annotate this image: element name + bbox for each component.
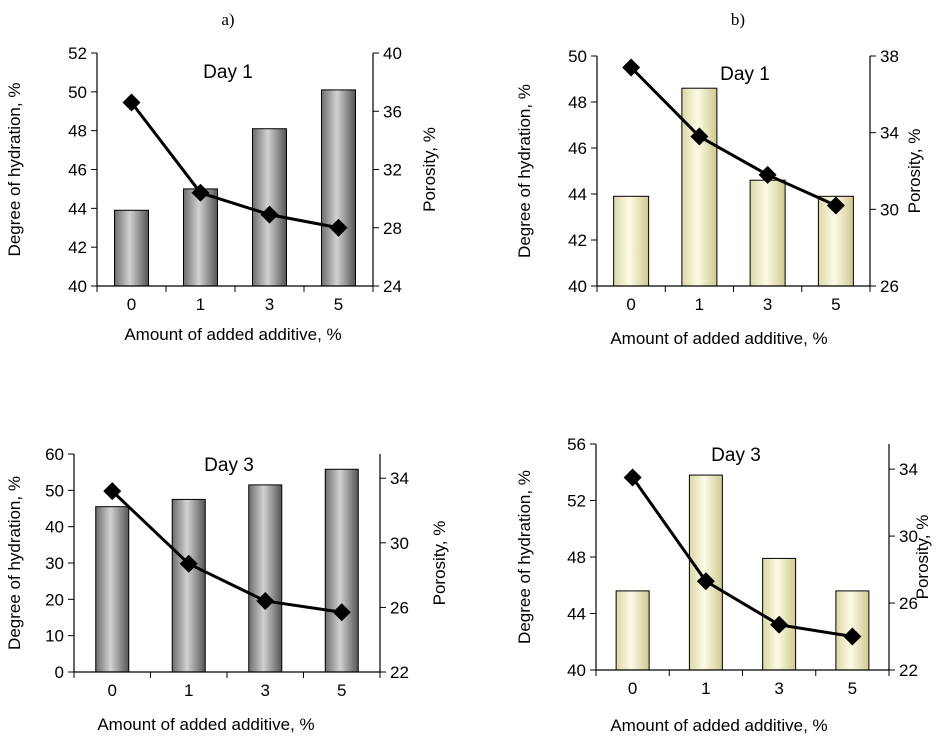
y2-tick-label: 22 xyxy=(390,663,409,682)
porosity-line xyxy=(633,477,853,636)
x-axis-label: Amount of added additive, % xyxy=(97,715,314,734)
bar xyxy=(682,88,717,286)
x-tick-label: 0 xyxy=(127,295,136,314)
y2-axis-label: Porosity, % xyxy=(905,129,924,214)
y-tick-label: 46 xyxy=(568,139,587,158)
bar xyxy=(750,180,785,286)
y-axis-label: Degree of hydration, % xyxy=(515,84,534,258)
x-axis-label: Amount of added additive, % xyxy=(610,329,827,348)
y2-axis-label: Porosity, % xyxy=(420,127,439,212)
x-tick-label: 1 xyxy=(701,679,710,698)
y-tick-label: 46 xyxy=(68,161,87,180)
y-tick-label: 42 xyxy=(68,238,87,257)
chart-title: Day 1 xyxy=(720,64,770,85)
x-tick-label: 0 xyxy=(628,679,637,698)
x-tick-label: 3 xyxy=(265,295,274,314)
chart-panel: 0 10 20 30 40 50 60 22 26 30 34 0 1 3 5 Day 3 Amount of … xyxy=(5,445,449,734)
bar xyxy=(325,469,358,672)
bar xyxy=(322,90,356,286)
bar xyxy=(184,189,218,286)
y-tick-label: 30 xyxy=(45,554,64,573)
y2-axis-label: Porosity, % xyxy=(913,515,932,600)
x-axis-label: Amount of added additive, % xyxy=(610,716,827,735)
porosity-line xyxy=(631,68,836,206)
x-tick-label: 3 xyxy=(774,679,783,698)
porosity-line xyxy=(132,103,339,228)
y-tick-label: 50 xyxy=(568,47,587,66)
bar xyxy=(115,210,149,286)
chart-title: Day 3 xyxy=(711,445,761,466)
y-tick-label: 52 xyxy=(68,44,87,63)
y2-tick-label: 30 xyxy=(390,534,409,553)
y2-tick-label: 34 xyxy=(880,124,899,143)
x-tick-label: 5 xyxy=(848,679,857,698)
y-tick-label: 50 xyxy=(45,481,64,500)
y-tick-label: 40 xyxy=(45,518,64,537)
chart-panel: 40 42 44 46 48 50 26 30 34 38 0 1 3 5 Day 1 Amount of a… xyxy=(515,47,924,348)
porosity-marker xyxy=(624,468,642,486)
y2-tick-label: 26 xyxy=(880,277,899,296)
chart-panel: 40 42 44 46 48 50 52 24 28 32 36 40 0 1 3 5 Day 1 Amount … xyxy=(5,44,439,344)
y-tick-label: 44 xyxy=(568,185,587,204)
y-tick-label: 42 xyxy=(568,231,587,250)
x-tick-label: 1 xyxy=(695,295,704,314)
x-tick-label: 5 xyxy=(337,681,346,700)
x-axis-label: Amount of added additive, % xyxy=(124,325,341,344)
x-tick-label: 1 xyxy=(196,295,205,314)
y-tick-label: 40 xyxy=(68,277,87,296)
y-tick-label: 44 xyxy=(68,199,87,218)
y-axis-label: Degree of hydration, % xyxy=(515,470,534,644)
panel-label-b: b) xyxy=(731,10,745,29)
y-tick-label: 0 xyxy=(55,663,64,682)
y2-tick-label: 34 xyxy=(390,469,409,488)
y2-tick-label: 30 xyxy=(880,200,899,219)
y2-tick-label: 28 xyxy=(383,219,402,238)
y2-tick-label: 40 xyxy=(383,44,402,63)
panel-label-a: a) xyxy=(221,10,234,29)
y2-tick-label: 26 xyxy=(390,598,409,617)
y-axis-label: Degree of hydration, % xyxy=(5,83,24,257)
y-tick-label: 52 xyxy=(567,492,586,511)
y-tick-label: 40 xyxy=(568,277,587,296)
y2-tick-label: 34 xyxy=(899,460,918,479)
y2-tick-label: 24 xyxy=(383,277,402,296)
y-tick-label: 56 xyxy=(567,435,586,454)
y-tick-label: 48 xyxy=(568,93,587,112)
bar xyxy=(763,558,796,670)
y-tick-label: 60 xyxy=(45,445,64,464)
y-tick-label: 10 xyxy=(45,627,64,646)
y2-tick-label: 22 xyxy=(899,661,918,680)
y-axis-label: Degree of hydration, % xyxy=(5,476,24,650)
x-tick-label: 5 xyxy=(334,295,343,314)
x-tick-label: 0 xyxy=(626,295,635,314)
y2-tick-label: 32 xyxy=(383,161,402,180)
y-tick-label: 44 xyxy=(567,605,586,624)
x-tick-label: 5 xyxy=(831,295,840,314)
y-tick-label: 48 xyxy=(68,122,87,141)
y2-tick-label: 36 xyxy=(383,102,402,121)
x-tick-label: 3 xyxy=(763,295,772,314)
y-tick-label: 20 xyxy=(45,590,64,609)
y-tick-label: 40 xyxy=(567,661,586,680)
bar xyxy=(172,499,205,672)
bar xyxy=(616,591,649,670)
bar xyxy=(249,485,282,672)
porosity-line xyxy=(112,491,342,612)
chart-panel: 40 44 48 52 56 22 26 30 34 0 1 3 5 Day 3 Amount of add… xyxy=(515,435,932,735)
y2-tick-label: 38 xyxy=(880,47,899,66)
y-tick-label: 48 xyxy=(567,548,586,567)
x-tick-label: 1 xyxy=(184,681,193,700)
chart-title: Day 1 xyxy=(203,62,253,83)
chart-title: Day 3 xyxy=(204,455,254,476)
x-tick-label: 0 xyxy=(108,681,117,700)
bar xyxy=(96,507,129,672)
bar xyxy=(614,196,649,286)
x-tick-label: 3 xyxy=(261,681,270,700)
y-tick-label: 50 xyxy=(68,83,87,102)
y2-axis-label: Porosity, % xyxy=(430,521,449,606)
